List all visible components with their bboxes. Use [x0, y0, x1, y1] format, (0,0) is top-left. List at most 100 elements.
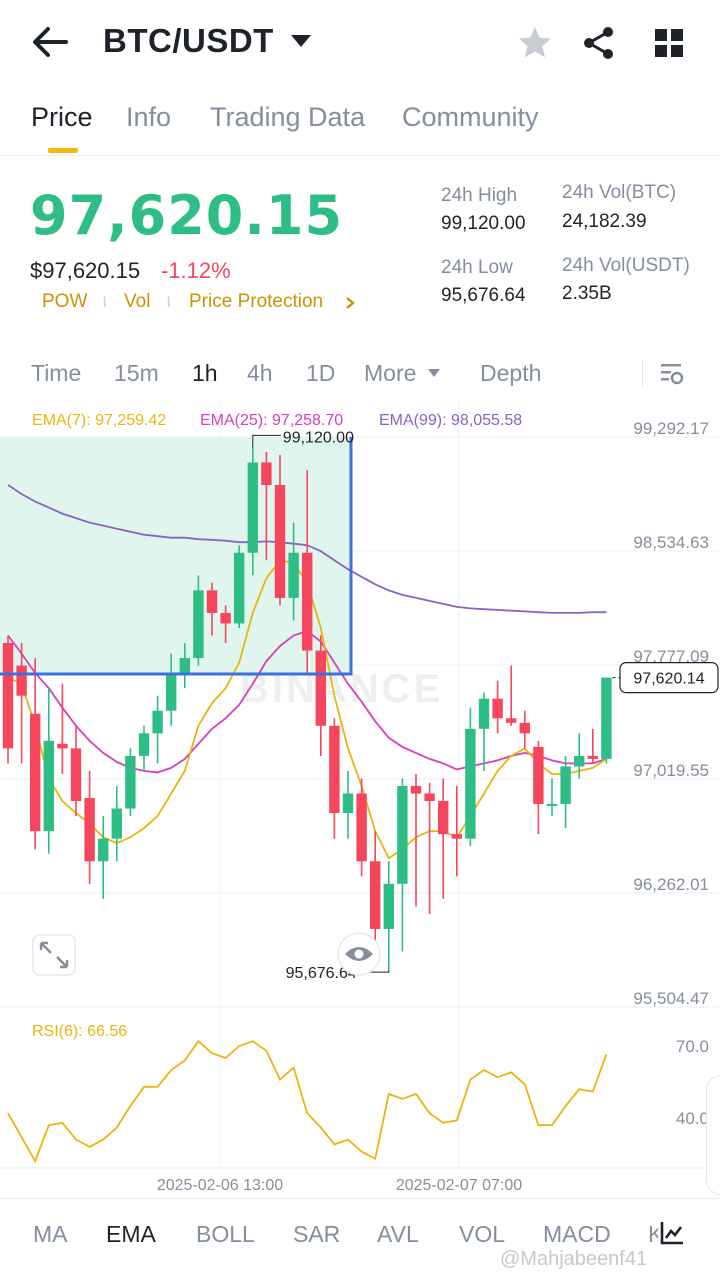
more-caret-icon[interactable] — [427, 368, 441, 378]
candle-body — [451, 834, 462, 839]
candle — [220, 605, 231, 644]
legend-ema7: EMA(7): 97,259.42 — [32, 412, 166, 429]
chevron-right-icon[interactable] — [344, 296, 356, 310]
candle — [84, 770, 95, 884]
candle-body — [315, 650, 326, 726]
candlestick-chart[interactable]: BINANCE 99,292.1798,534.6397,777.0997,01… — [0, 400, 720, 1198]
candle-body — [424, 793, 435, 802]
rsi-line — [7, 1039, 608, 1164]
interval-1h[interactable]: 1h — [192, 360, 218, 386]
candle-body — [2, 643, 14, 749]
indicator-ma[interactable]: MA — [33, 1221, 68, 1247]
candle-body — [574, 755, 585, 767]
fullscreen-button[interactable] — [32, 934, 76, 976]
y-tick-label: 96,262.01 — [633, 875, 709, 894]
candle — [166, 653, 177, 726]
grid-icon[interactable] — [652, 26, 686, 60]
candle-body — [329, 725, 340, 814]
interval-1d[interactable]: 1D — [306, 360, 336, 386]
interval-more[interactable]: More — [364, 360, 417, 386]
candle-body — [342, 793, 354, 814]
legend-ema99: EMA(99): 98,055.58 — [379, 412, 522, 429]
candle — [2, 635, 14, 764]
candle-body — [125, 755, 136, 809]
candle-body — [16, 665, 27, 696]
candle-body — [247, 462, 258, 553]
candle-body — [43, 740, 54, 832]
candle — [533, 740, 544, 835]
user-watermark: @Mahjabeenf41 — [500, 1248, 648, 1270]
candle-body — [478, 698, 490, 729]
candle-body — [465, 728, 476, 839]
indicator-vol[interactable]: VOL — [459, 1221, 506, 1247]
candle — [356, 778, 367, 877]
side-drawer-handle[interactable] — [706, 1075, 720, 1195]
candle-body — [30, 713, 41, 832]
candle — [43, 688, 54, 854]
high-marker-line — [252, 434, 281, 448]
interval-bar: Time 15m 1h 4h 1D More Depth — [0, 352, 720, 398]
indicator-sar[interactable]: SAR — [293, 1221, 341, 1247]
candle-body — [587, 755, 598, 759]
candle-body — [166, 673, 177, 711]
star-icon[interactable] — [516, 24, 554, 62]
candle-body — [111, 808, 122, 839]
caret-down-icon[interactable] — [290, 34, 312, 48]
interval-time[interactable]: Time — [31, 360, 82, 386]
interval-depth[interactable]: Depth — [480, 360, 542, 386]
candle — [492, 680, 503, 734]
high-value: 99,120.00 — [441, 213, 526, 234]
candle — [193, 575, 204, 666]
indicator-settings-icon[interactable] — [658, 1219, 686, 1247]
indicator-ema[interactable]: EMA — [106, 1221, 156, 1247]
tab-trading-data[interactable]: Trading Data — [210, 102, 366, 132]
candle — [465, 707, 476, 847]
visibility-button[interactable] — [337, 932, 381, 976]
rsi-tick-label: 70.0 — [676, 1037, 709, 1056]
last-price-tag-box[interactable] — [619, 662, 719, 694]
rsi-label: RSI(6): 66.56 — [32, 1023, 127, 1040]
candle — [410, 773, 422, 907]
candle — [98, 816, 109, 899]
share-icon[interactable] — [580, 24, 618, 62]
chart-settings-icon[interactable] — [658, 360, 686, 388]
indicator-avl[interactable]: AVL — [377, 1221, 419, 1247]
candle-body — [193, 590, 204, 659]
pair-title[interactable]: BTC/USDT — [103, 22, 274, 59]
low-value: 95,676.64 — [441, 285, 526, 306]
candle — [397, 778, 408, 952]
tag-price-protection[interactable]: Price Protection — [189, 291, 324, 312]
tag-pow[interactable]: POW — [42, 291, 88, 312]
candle — [451, 785, 462, 877]
interval-4h[interactable]: 4h — [247, 360, 273, 386]
candle-body — [519, 722, 530, 734]
last-price: 97,620.15 — [30, 184, 344, 247]
tab-price[interactable]: Price — [31, 102, 93, 132]
candle — [125, 748, 136, 817]
candle-body — [179, 658, 190, 674]
candle — [546, 778, 558, 817]
tab-community[interactable]: Community — [402, 102, 539, 132]
candle — [587, 728, 598, 764]
candle — [329, 718, 340, 839]
last-price-tag[interactable]: 97,620.14 — [633, 671, 704, 688]
tag-separator: ı — [102, 291, 108, 312]
tab-info[interactable]: Info — [126, 102, 172, 132]
candle — [424, 782, 435, 914]
usd-price: $97,620.15 — [30, 258, 141, 283]
interval-divider — [642, 360, 643, 386]
y-tick-label: 98,534.63 — [633, 533, 709, 552]
selection-box-border — [0, 437, 353, 676]
candle — [506, 665, 517, 726]
tag-vol[interactable]: Vol — [124, 291, 151, 312]
candle — [383, 861, 394, 971]
indicator-boll[interactable]: BOLL — [196, 1221, 255, 1247]
interval-15m[interactable]: 15m — [114, 360, 159, 386]
indicator-macd[interactable]: MACD — [543, 1221, 611, 1247]
y-tick-label: 97,777.09 — [633, 647, 709, 666]
back-arrow-icon[interactable] — [30, 24, 70, 60]
y-tick-label: 99,292.17 — [633, 419, 709, 438]
candle-body — [546, 804, 558, 807]
candle — [519, 710, 530, 749]
candle-body — [601, 677, 612, 759]
